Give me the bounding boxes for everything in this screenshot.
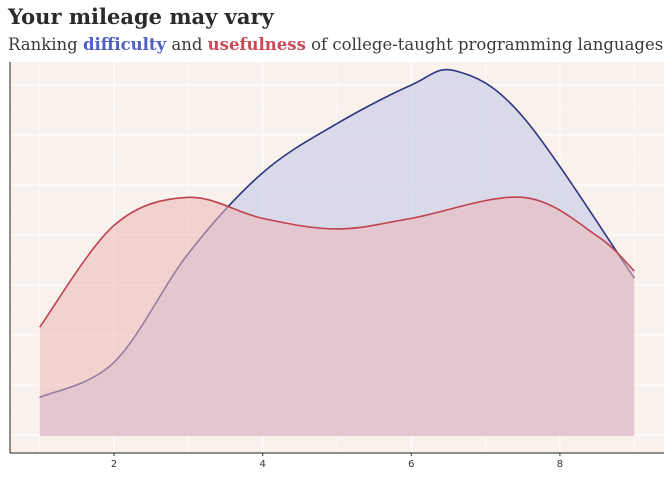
axes bbox=[9, 62, 664, 454]
usefulness-area bbox=[39, 197, 635, 436]
subtitle-middle: and bbox=[166, 35, 208, 54]
subtitle-suffix: of college-taught programming languages bbox=[305, 35, 664, 54]
x-tick-label: 6 bbox=[408, 459, 414, 470]
density-areas bbox=[39, 68, 635, 437]
x-tick-label: 8 bbox=[557, 459, 563, 470]
x-ticks: 2 4 6 8 bbox=[111, 453, 563, 470]
subtitle-usefulness: usefulness bbox=[207, 35, 306, 54]
usefulness-line bbox=[39, 196, 635, 328]
x-tick-label: 4 bbox=[259, 459, 265, 470]
x-tick-label: 2 bbox=[111, 459, 117, 470]
chart-subtitle: Ranking difficulty and usefulness of col… bbox=[8, 35, 663, 54]
subtitle-difficulty: difficulty bbox=[82, 35, 167, 54]
subtitle-prefix: Ranking bbox=[8, 35, 83, 54]
chart-title: Your mileage may vary bbox=[8, 4, 274, 29]
